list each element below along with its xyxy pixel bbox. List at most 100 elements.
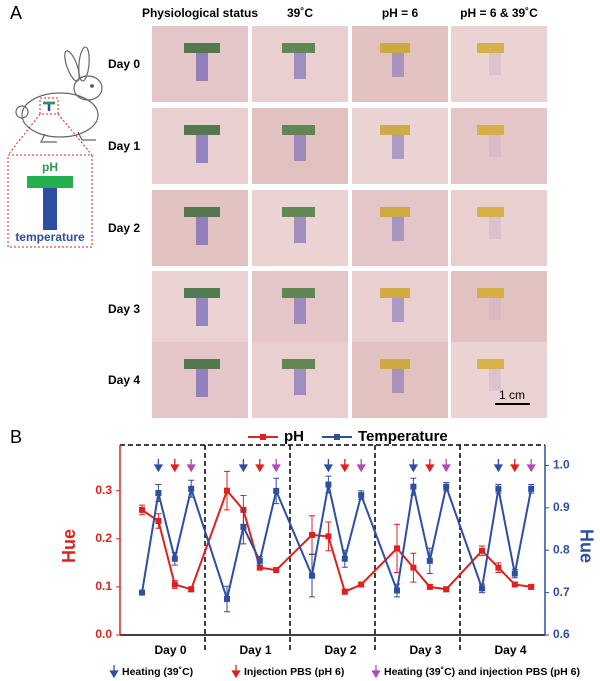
temperature-stem bbox=[43, 188, 57, 230]
data-point bbox=[171, 555, 178, 562]
treatment-arrow bbox=[231, 665, 241, 679]
data-point bbox=[155, 517, 162, 524]
arrow-legend-label: Heating (39˚C) bbox=[122, 666, 193, 678]
data-point bbox=[394, 587, 400, 594]
treatment-arrow bbox=[153, 459, 164, 473]
sensor-bar bbox=[380, 359, 410, 369]
y-tick-label: 0.2 bbox=[95, 531, 112, 545]
data-point bbox=[511, 581, 518, 588]
sensor-bar bbox=[282, 207, 315, 217]
sensor-stem bbox=[196, 135, 208, 163]
sensor-stem bbox=[489, 369, 501, 391]
sensor-stem bbox=[489, 53, 501, 75]
zoom-lines bbox=[7, 113, 93, 156]
zoom-box bbox=[39, 97, 59, 115]
panel-label: B bbox=[10, 427, 22, 447]
sensor-stem bbox=[196, 298, 208, 326]
row-label: Day 1 bbox=[108, 139, 140, 153]
sensor-stem bbox=[489, 298, 501, 320]
sensor-box bbox=[7, 154, 93, 248]
data-point bbox=[139, 589, 145, 596]
scale-bar-label: 1 cm bbox=[499, 388, 525, 402]
data-point bbox=[188, 586, 195, 593]
treatment-arrow bbox=[425, 459, 435, 473]
y-tick-label: 0.1 bbox=[95, 579, 112, 593]
data-point bbox=[256, 564, 263, 571]
treatment-arrow bbox=[510, 459, 520, 473]
treatment-arrow bbox=[323, 459, 334, 473]
data-point bbox=[479, 547, 485, 554]
treatment-arrow bbox=[238, 459, 249, 473]
data-point bbox=[528, 583, 535, 590]
data-point bbox=[495, 485, 502, 492]
sensor-bar bbox=[282, 288, 315, 298]
y2-tick-label: 0.7 bbox=[553, 585, 570, 599]
x-group-label: Day 3 bbox=[409, 643, 441, 657]
treatment-arrow bbox=[340, 459, 350, 473]
treatment-arrow bbox=[109, 665, 119, 679]
chart: 0.0 0.1 0.2 0.3 0.6 0.7 0.8 0.9 1.0 Hue Hue Day 0 Da… bbox=[59, 428, 596, 679]
legend-marker bbox=[260, 434, 266, 440]
data-point bbox=[495, 564, 502, 571]
sensor-stem bbox=[392, 217, 404, 241]
y-tick-label: 0.3 bbox=[95, 483, 112, 497]
data-point bbox=[256, 557, 263, 564]
data-point bbox=[426, 557, 433, 564]
photo-grid bbox=[152, 26, 547, 418]
column-header: pH = 6 & 39˚C bbox=[460, 6, 538, 20]
photo-tile bbox=[451, 108, 547, 184]
data-point bbox=[309, 531, 315, 538]
data-point bbox=[325, 481, 332, 488]
treatment-arrow bbox=[271, 459, 281, 473]
data-point bbox=[394, 545, 400, 552]
data-point bbox=[224, 595, 230, 602]
sensor-bar bbox=[477, 207, 504, 217]
sensor-stem bbox=[294, 53, 306, 79]
sensor-stem bbox=[392, 298, 404, 322]
data-point bbox=[443, 586, 450, 593]
data-point bbox=[410, 564, 417, 571]
data-point bbox=[479, 585, 485, 592]
sensor-stem bbox=[392, 369, 404, 393]
row-label: Day 0 bbox=[108, 57, 140, 71]
data-point bbox=[240, 523, 247, 530]
sensor-bar bbox=[477, 288, 504, 298]
photo-tile bbox=[451, 342, 547, 418]
sensor-bar bbox=[282, 43, 315, 53]
photo-tile bbox=[451, 271, 547, 347]
data-point bbox=[341, 555, 348, 562]
data-point bbox=[528, 485, 535, 492]
data-point bbox=[139, 506, 145, 513]
treatment-arrow bbox=[408, 459, 419, 473]
data-point bbox=[155, 490, 162, 497]
x-group-label: Day 0 bbox=[154, 643, 186, 657]
sensor-bar bbox=[477, 359, 504, 369]
treatment-arrow bbox=[356, 459, 366, 473]
column-header: 39˚C bbox=[287, 6, 313, 20]
data-point bbox=[171, 581, 178, 588]
y2-tick-label: 0.9 bbox=[553, 500, 570, 514]
treatment-arrow bbox=[526, 459, 536, 473]
y-axis-title: Hue bbox=[59, 529, 79, 563]
sensor-bar bbox=[380, 207, 410, 217]
x-group-label: Day 2 bbox=[324, 643, 356, 657]
row-label: Day 2 bbox=[108, 221, 140, 235]
legend-label: pH bbox=[284, 428, 304, 445]
y2-axis-title: Hue bbox=[576, 529, 596, 563]
photo-tile bbox=[451, 26, 547, 102]
sensor-bar bbox=[282, 359, 315, 369]
sensor-bar bbox=[184, 125, 220, 135]
x-group-label: Day 1 bbox=[239, 643, 271, 657]
y2-tick-label: 1.0 bbox=[553, 458, 570, 472]
treatment-arrow bbox=[255, 459, 265, 473]
ph-bar bbox=[27, 176, 73, 188]
sensor-bar bbox=[380, 288, 410, 298]
sensor-stem bbox=[294, 369, 306, 395]
data-point bbox=[358, 581, 365, 588]
y-tick-label: 0.0 bbox=[95, 627, 112, 641]
row-label: Day 4 bbox=[108, 373, 140, 387]
data-point bbox=[309, 572, 315, 579]
sensor-stem bbox=[392, 53, 404, 77]
data-point bbox=[341, 588, 348, 595]
treatment-arrow bbox=[493, 459, 504, 473]
